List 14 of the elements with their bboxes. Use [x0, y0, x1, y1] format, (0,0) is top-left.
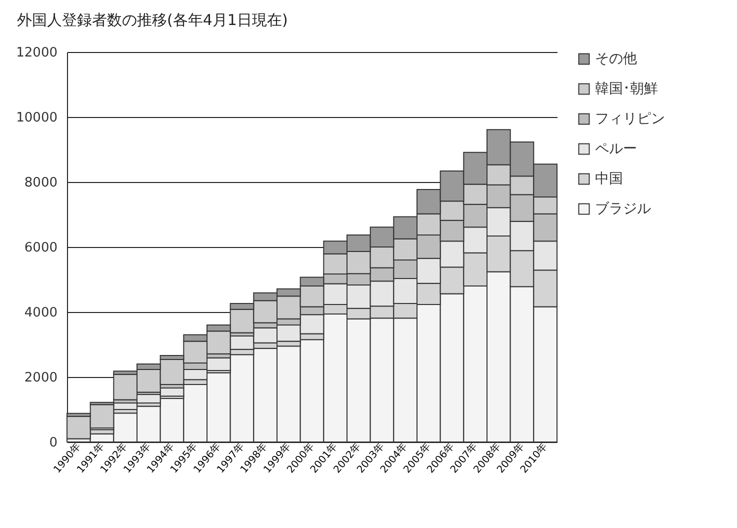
y-tick-label: 6000: [24, 240, 58, 256]
y-tick-label: 4000: [24, 306, 58, 320]
y-tick-label: 12000: [16, 46, 58, 60]
chart-title: 外国人登録者数の推移(各年4月1日現在): [17, 11, 288, 29]
y-tick-label: 10000: [16, 110, 58, 126]
y-tick-label: 8000: [24, 176, 58, 190]
y-tick-label: 0: [49, 436, 58, 450]
legend-label: ブラジル: [595, 201, 651, 217]
legend-label: その他: [595, 51, 637, 67]
legend-label: ペルー: [595, 141, 637, 157]
legend-label: 中国: [595, 171, 623, 187]
legend-label: 韓国･朝鮮: [595, 81, 658, 97]
y-tick-label: 2000: [24, 370, 58, 386]
legend-label: フィリピン: [595, 111, 665, 127]
